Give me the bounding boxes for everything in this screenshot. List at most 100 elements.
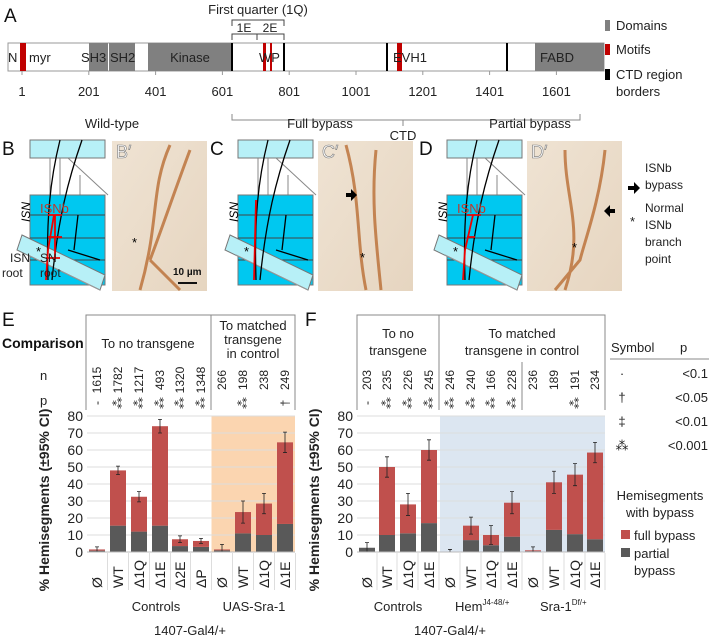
- category-label: Ø: [89, 577, 105, 588]
- nerve-diagram: ISNb * ISN: [433, 139, 526, 291]
- nerve-fiber: [553, 149, 607, 291]
- bar-full: [421, 450, 437, 524]
- category-label: Δ1Q: [256, 560, 272, 588]
- n-value: 240: [464, 370, 478, 390]
- bar-partial: [463, 540, 479, 552]
- panel-f-header: F To no transgene To matched transgene i…: [305, 310, 606, 410]
- title-partial-bypass: Partial bypass: [489, 116, 571, 131]
- panel-letter: D′: [531, 142, 548, 162]
- genotype-label-e: 1407-Gal4/+: [154, 623, 226, 638]
- legend-borders-2: borders: [616, 84, 661, 99]
- legend-title: Hemisegments: [617, 488, 704, 503]
- asterisk-icon: *: [244, 244, 249, 259]
- y-tick-label: 0: [75, 544, 83, 560]
- p-threshold: <0.001: [668, 438, 708, 453]
- panel-full: C * ISN C′ *: [210, 139, 413, 291]
- asterisk-icon: *: [572, 240, 577, 255]
- y-tick-label: 10: [67, 527, 83, 543]
- bar-partial: [172, 546, 188, 552]
- error-bar: [116, 465, 120, 476]
- isnb-label: ISNb: [457, 201, 486, 216]
- n-value: 238: [257, 370, 271, 390]
- category-label: WT: [546, 566, 562, 588]
- nerve-fiber: [138, 144, 192, 292]
- n-value: 189: [547, 370, 561, 390]
- n-value: 493: [153, 370, 167, 390]
- error-bar: [178, 535, 182, 544]
- n-value: 249: [278, 370, 292, 390]
- legend-title-2: with bypass: [625, 505, 694, 520]
- isn-label: ISN: [227, 202, 241, 222]
- error-bar: [241, 500, 245, 524]
- bar-partial: [193, 546, 209, 552]
- micrograph: C′ *: [318, 141, 413, 291]
- category-label: Δ1E: [277, 562, 293, 588]
- panel-letter: C′: [322, 142, 339, 162]
- legend-partial-swatch: [621, 548, 630, 557]
- n-value: 1348: [194, 366, 208, 393]
- ctd-label: CTD: [390, 128, 417, 143]
- panel-letter: B: [2, 139, 15, 160]
- p-symbol: ⁂: [568, 397, 582, 409]
- bar-full: [256, 503, 272, 535]
- legend-motif-swatch: [605, 44, 610, 55]
- f-group-no-transgene: To no: [382, 326, 414, 341]
- p-symbol: ⁂: [236, 397, 250, 409]
- y-tick-label: 50: [337, 459, 353, 475]
- error-bar: [510, 491, 514, 515]
- bar-partial: [110, 525, 126, 552]
- error-bar: [552, 470, 556, 494]
- bracket-1q: [231, 19, 285, 26]
- p-symbol: †: [278, 400, 292, 407]
- bar-partial: [421, 523, 437, 552]
- scale-label: 10 µm: [173, 267, 202, 278]
- label-myr: myr: [29, 50, 51, 65]
- f-group-matched: To matched: [488, 326, 555, 341]
- label-sh2: SH2: [110, 50, 135, 65]
- legend-normal: Normal: [645, 201, 684, 215]
- nerve-diagram: * ISN: [224, 139, 317, 291]
- y-tick-label: 80: [337, 408, 353, 424]
- group-matched: To matched: [219, 318, 286, 333]
- arrow-icon: [346, 189, 357, 201]
- bar-partial: [152, 525, 168, 552]
- motif-wp-1: [263, 43, 266, 71]
- label-n: N: [8, 50, 17, 65]
- p-header: p: [680, 340, 687, 355]
- f-group-no-transgene-2: transgene: [369, 343, 427, 358]
- motif-evh1: [397, 43, 402, 71]
- n-value: 1320: [173, 366, 187, 393]
- legend-partial-2: bypass: [634, 563, 676, 578]
- p-symbol: ⁂: [194, 397, 208, 409]
- domain-sh2: [109, 43, 135, 71]
- residue-tick: 1: [18, 84, 25, 99]
- category-label: Δ1E: [504, 562, 520, 588]
- n-value: 1615: [90, 366, 104, 393]
- error-bar: [199, 538, 203, 544]
- ctd-region-borders: [231, 43, 508, 71]
- asterisk-icon: *: [132, 235, 137, 250]
- legend-normal-3: branch: [645, 235, 682, 249]
- isn-label: ISN: [19, 202, 33, 222]
- n-value: 198: [236, 370, 250, 390]
- panel-a: A First quarter (1Q) 1E 2E N myr SH3 SH2…: [4, 2, 682, 143]
- nerve-fiber: [344, 144, 383, 291]
- bar-partial: [546, 529, 562, 552]
- error-bar: [406, 492, 410, 516]
- genotype-label-f: 1407-Gal4/+: [414, 623, 486, 638]
- panel-letter-a: A: [4, 6, 17, 27]
- domain-sh3: [89, 43, 108, 71]
- legend-domain-swatch: [605, 20, 610, 31]
- p-symbol: ⁂: [464, 397, 478, 409]
- group-matched-2: transgene: [224, 332, 282, 347]
- first-quarter-label: First quarter (1Q): [208, 2, 308, 17]
- residue-tick: 401: [145, 84, 167, 99]
- category-label: WT: [235, 566, 251, 588]
- n-value: 266: [215, 370, 229, 390]
- p-symbol: ⁂: [443, 397, 457, 409]
- symbol: ‡: [618, 414, 625, 429]
- category-label: Δ1Q: [131, 560, 147, 588]
- bar-partial: [131, 531, 147, 552]
- category-label: Ø: [214, 577, 230, 588]
- legend-normal-2: ISNb: [645, 218, 672, 232]
